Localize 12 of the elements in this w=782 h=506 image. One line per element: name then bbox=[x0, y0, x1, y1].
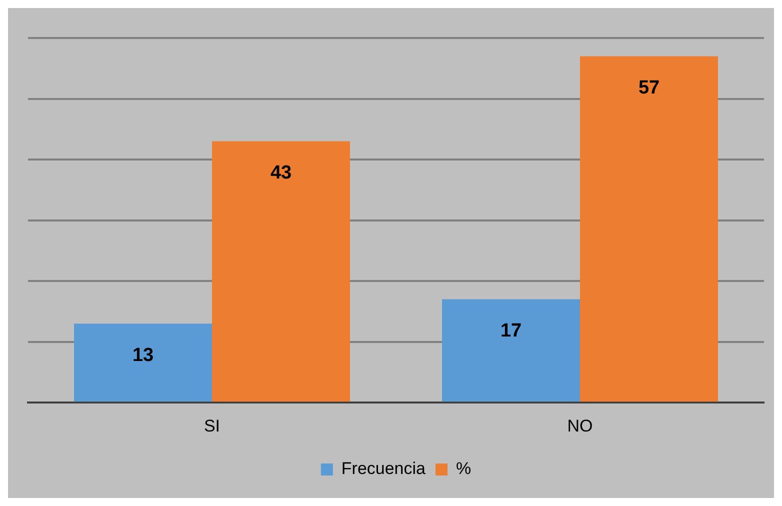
bar bbox=[74, 324, 212, 402]
data-label: 43 bbox=[270, 162, 292, 184]
data-label: 17 bbox=[500, 320, 522, 342]
x-tick-label: NO bbox=[567, 416, 593, 436]
data-label: 13 bbox=[132, 344, 154, 366]
data-label: 57 bbox=[638, 77, 660, 98]
legend-label: Frecuencia bbox=[341, 459, 426, 478]
bar bbox=[442, 299, 580, 402]
legend-label: % bbox=[456, 459, 472, 478]
x-tick-label: SI bbox=[204, 416, 220, 436]
bar bbox=[580, 56, 718, 402]
bar bbox=[212, 141, 350, 402]
